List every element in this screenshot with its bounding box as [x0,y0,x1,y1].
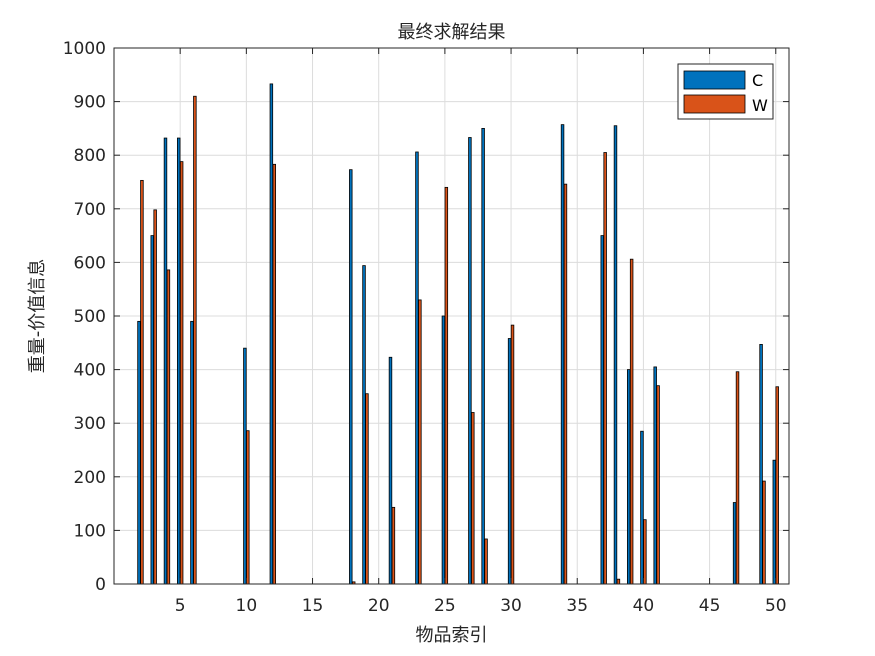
y-tick-label: 600 [74,253,106,273]
bar-c [150,235,154,585]
bar-c [507,338,512,585]
legend-swatch-w [683,94,746,114]
bar-w [153,209,157,585]
bar-c [362,265,366,585]
x-tick-label: 5 [175,596,186,616]
tick-marks [114,47,789,585]
bar-c [243,347,247,585]
bar-w [418,299,422,585]
legend-swatch-c [683,70,746,90]
bar-w [471,412,475,585]
bar-c [640,430,644,585]
bar-c [468,137,472,585]
legend-label-c: C [752,71,763,90]
bar-c [626,369,631,585]
bar-w [563,183,568,585]
bar-w [444,186,449,585]
y-tick-label: 900 [74,93,106,113]
bar-c [600,235,604,585]
bar-w [140,179,144,585]
bar-w [365,393,369,585]
bar-c [415,151,419,585]
x-tick-label: 40 [633,596,655,616]
bar-w [735,371,740,585]
bar-w [193,95,197,585]
bar-w [510,324,515,585]
bar-w [166,269,171,585]
bar-w [775,386,779,585]
bar-w [272,163,277,585]
bar-c [388,356,393,585]
bar-c [163,137,168,585]
y-tick-label: 500 [74,307,106,327]
tick-labels: 5 10 15 20 25 30 35 40 45 50010020030040050060070… [63,39,787,616]
x-tick-label: 10 [236,596,258,616]
y-tick-label: 0 [95,575,106,595]
bar-c [481,127,485,585]
bar-w [629,258,634,585]
bar-c [613,125,618,585]
bar-w [656,385,660,585]
bar-w [762,480,766,585]
x-tick-label: 15 [302,596,324,616]
x-tick-label: 50 [765,596,787,616]
bar-c [349,169,353,585]
x-tick-label: 45 [699,596,721,616]
y-tick-label: 300 [74,414,106,434]
bar-c [137,320,141,585]
legend-label-w: W [752,96,768,115]
y-axis-label: 重量-价值信息 [27,259,48,374]
bar-w [643,519,647,585]
bar-w [179,161,184,585]
bar-w [603,152,607,585]
bar-w [484,538,488,585]
chart-title: 最终求解结果 [398,22,506,43]
y-tick-label: 1000 [63,39,106,59]
y-tick-label: 200 [74,468,106,488]
x-tick-label: 25 [434,596,456,616]
bar-c [560,124,565,585]
x-tick-label: 35 [566,596,588,616]
legend: C W [677,63,774,120]
y-tick-label: 800 [74,146,106,166]
bar-c [176,137,181,585]
y-tick-label: 700 [74,200,106,220]
bar-c [441,315,446,585]
x-tick-label: 30 [500,596,522,616]
bar-c [269,83,274,585]
x-tick-label: 20 [368,596,390,616]
bar-c [759,344,763,585]
y-tick-label: 400 [74,361,106,381]
bar-w [246,430,250,585]
y-tick-label: 100 [74,521,106,541]
bar-c [772,459,777,585]
x-axis-label: 物品索引 [416,625,488,646]
bar-c [190,320,194,585]
bar-c [653,366,657,585]
bar-w [616,578,621,585]
bar-w [391,506,396,585]
bar-c [732,502,737,585]
